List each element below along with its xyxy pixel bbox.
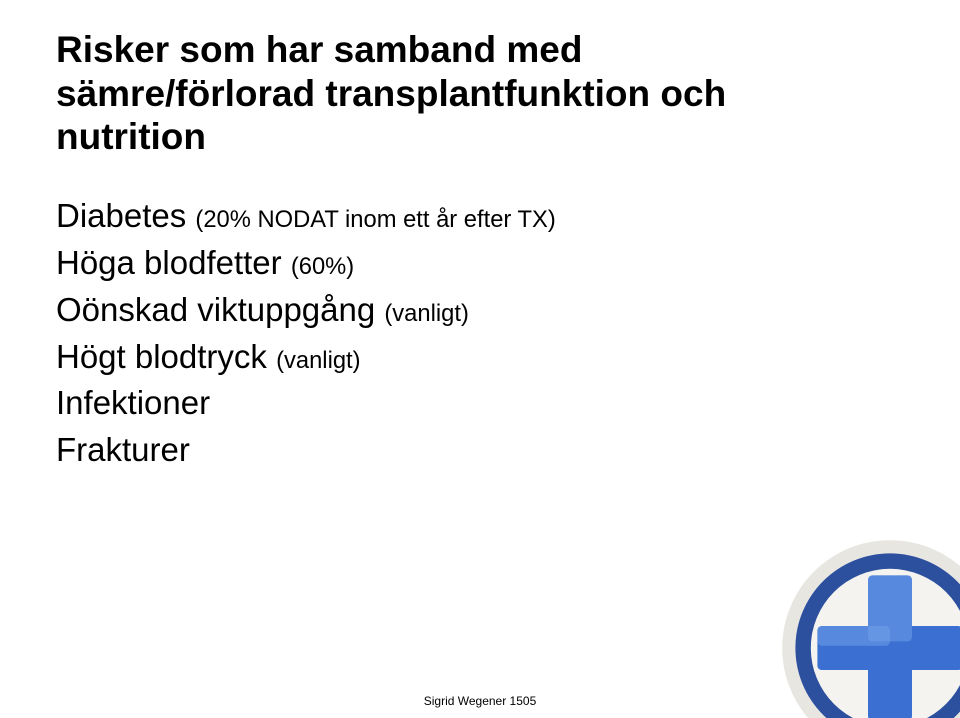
- list-item-main: Högt blodtryck: [56, 338, 276, 375]
- title-line-2: sämre/förlorad transplantfunktion och: [56, 73, 726, 114]
- list-item-main: Diabetes: [56, 197, 195, 234]
- title-line-1: Risker som har samband med: [56, 29, 582, 70]
- list-item: Högt blodtryck (vanligt): [56, 334, 904, 381]
- list-item-main: Infektioner: [56, 384, 210, 421]
- list-item-main: Frakturer: [56, 431, 190, 468]
- list-item-sub: (60%): [291, 253, 354, 280]
- list-item-sub: (vanligt): [276, 347, 360, 374]
- body-list: Diabetes (20% NODAT inom ett år efter TX…: [56, 193, 904, 474]
- list-item: Infektioner: [56, 380, 904, 427]
- medical-cross-badge-icon: [780, 538, 960, 718]
- slide: Risker som har samband med sämre/förlora…: [0, 0, 960, 718]
- list-item: Höga blodfetter (60%): [56, 240, 904, 287]
- list-item: Diabetes (20% NODAT inom ett år efter TX…: [56, 193, 904, 240]
- list-item: Frakturer: [56, 427, 904, 474]
- list-item-main: Höga blodfetter: [56, 244, 291, 281]
- list-item-sub: (20% NODAT inom ett år efter TX): [195, 206, 555, 233]
- list-item-sub: (vanligt): [384, 300, 468, 327]
- title-line-3: nutrition: [56, 116, 206, 157]
- list-item-main: Oönskad viktuppgång: [56, 291, 384, 328]
- list-item: Oönskad viktuppgång (vanligt): [56, 287, 904, 334]
- slide-title: Risker som har samband med sämre/förlora…: [56, 28, 904, 159]
